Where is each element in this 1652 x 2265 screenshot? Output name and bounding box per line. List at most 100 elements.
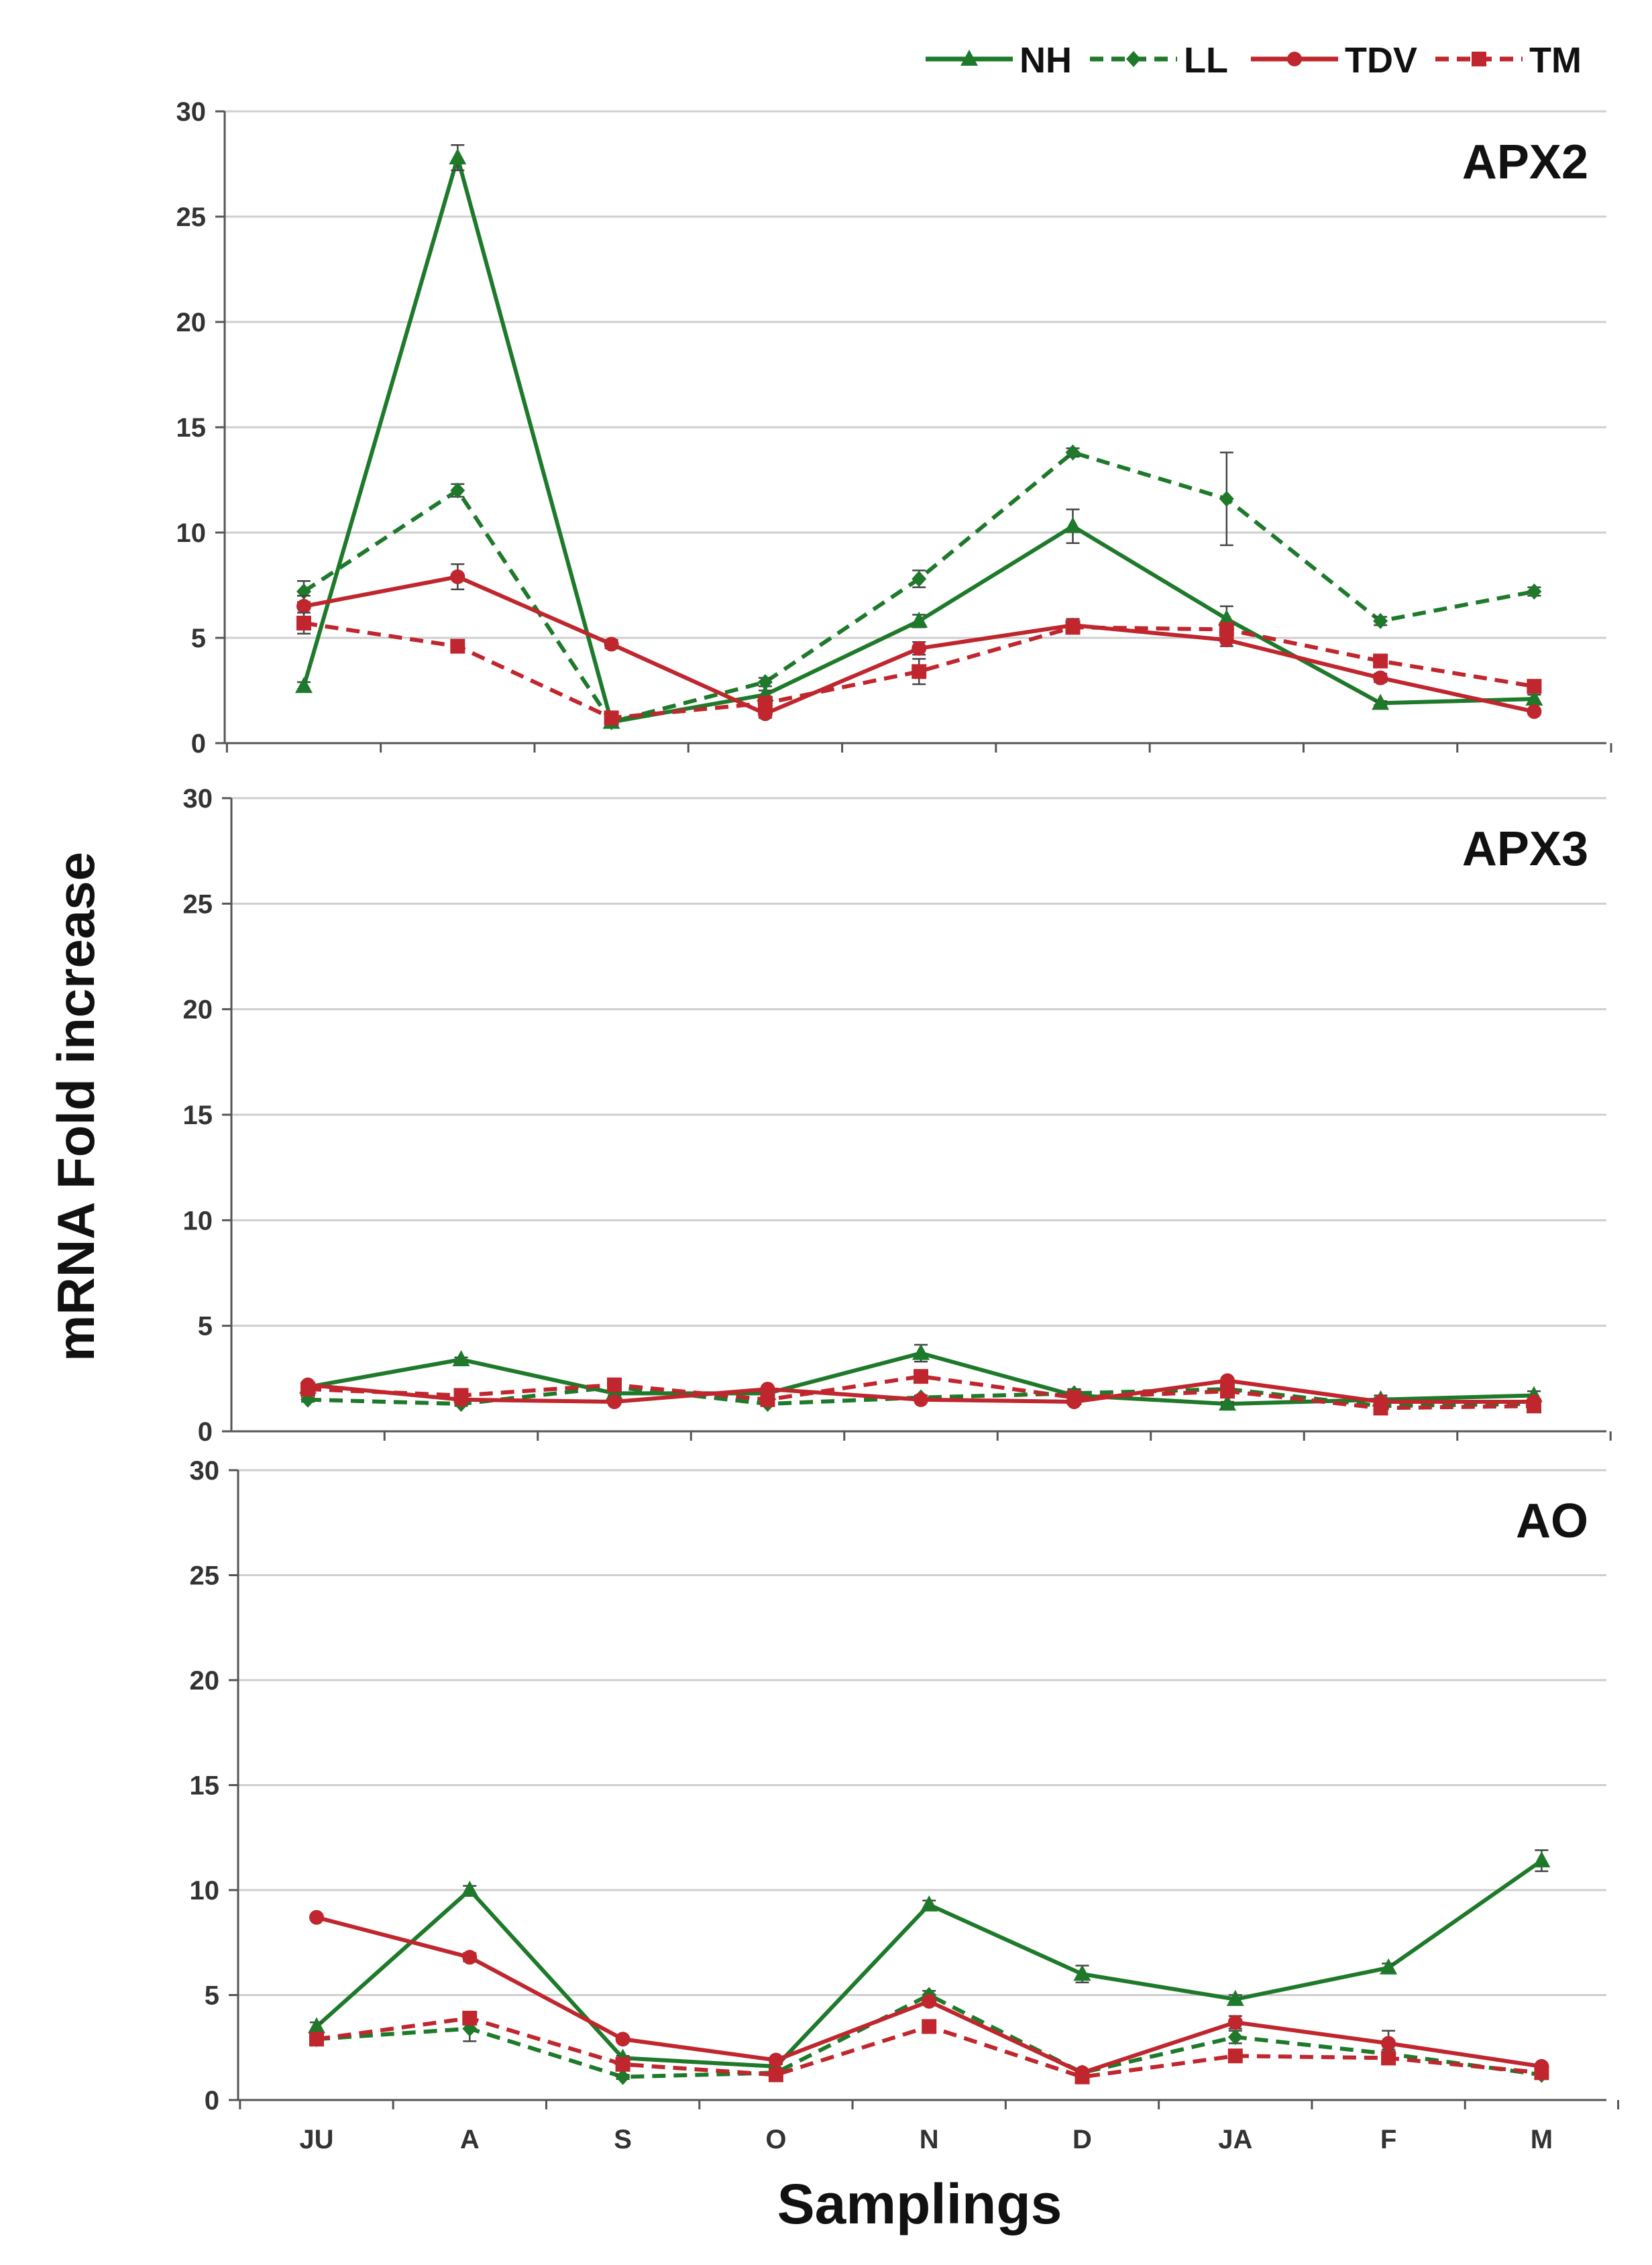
panel-title: APX3 bbox=[1462, 822, 1588, 876]
data-point-tm bbox=[1527, 1398, 1541, 1414]
y-tick-label: 20 bbox=[176, 308, 207, 337]
series-line-tm bbox=[307, 1374, 1535, 1411]
data-point-nh bbox=[1533, 1851, 1551, 1868]
data-point-tm bbox=[760, 1392, 775, 1407]
data-point-tm bbox=[615, 2056, 630, 2072]
data-point-tdv bbox=[462, 1950, 478, 1965]
y-tick-label: 30 bbox=[176, 97, 207, 127]
data-point-ll bbox=[450, 482, 465, 499]
data-point-nh bbox=[912, 1343, 930, 1360]
legend-label-ll: LL bbox=[1184, 40, 1228, 80]
data-point-nh bbox=[295, 677, 313, 694]
legend-marker-ll bbox=[1126, 51, 1141, 67]
y-tick-label: 30 bbox=[190, 1456, 220, 1486]
data-point-nh bbox=[1064, 516, 1082, 533]
data-point-tm bbox=[607, 1377, 622, 1392]
x-tick-label: A bbox=[460, 2125, 480, 2154]
data-point-ll bbox=[757, 673, 773, 690]
data-point-ll bbox=[1219, 490, 1234, 507]
y-tick-label: 5 bbox=[198, 1312, 213, 1341]
data-point-nh bbox=[920, 1895, 938, 1912]
data-point-tdv bbox=[768, 2052, 783, 2068]
x-axis-title: Samplings bbox=[777, 2172, 1062, 2235]
x-tick-label: M bbox=[1531, 2125, 1553, 2154]
y-tick-label: 20 bbox=[190, 1666, 220, 1696]
y-tick-label: 30 bbox=[183, 784, 213, 814]
y-tick-label: 15 bbox=[190, 1771, 220, 1801]
legend: NH LL TDV TM bbox=[926, 40, 1582, 80]
legend-marker-tm bbox=[1472, 52, 1486, 66]
data-point-nh bbox=[1372, 694, 1390, 710]
data-point-tdv bbox=[1227, 2015, 1243, 2030]
data-point-nh bbox=[1380, 1958, 1398, 1975]
data-point-tm bbox=[922, 2019, 937, 2034]
x-tick-label: N bbox=[920, 2125, 939, 2154]
series-tm bbox=[309, 2010, 1549, 2085]
data-point-tm bbox=[309, 2032, 324, 2047]
data-point-nh bbox=[308, 2017, 325, 2034]
data-point-tm bbox=[1219, 622, 1234, 637]
y-tick-label: 25 bbox=[176, 203, 207, 232]
y-tick-label: 25 bbox=[190, 1561, 220, 1591]
data-point-tm bbox=[1220, 1384, 1235, 1399]
panels: 0 5 10 15 20 25 30 APX2 0 5 10 15 20 25 30 APX3 0 5 10 15 20… bbox=[176, 97, 1620, 2154]
data-point-ll bbox=[615, 2068, 630, 2085]
data-point-tm bbox=[1075, 2069, 1090, 2085]
panel-title: APX2 bbox=[1462, 135, 1588, 189]
x-tick-label: JU bbox=[299, 2125, 333, 2154]
data-point-tm bbox=[300, 1382, 315, 1397]
data-point-tm bbox=[1065, 620, 1081, 635]
data-point-ll bbox=[1227, 2029, 1243, 2046]
data-point-tm bbox=[1381, 2050, 1396, 2066]
series-line-tm bbox=[303, 621, 1535, 720]
data-point-nh bbox=[461, 1881, 479, 1897]
data-point-tm bbox=[768, 2067, 783, 2083]
y-tick-label: 10 bbox=[176, 518, 207, 548]
data-point-tdv bbox=[615, 2032, 630, 2047]
series-tm bbox=[300, 1369, 1541, 1416]
data-point-nh bbox=[1226, 1989, 1244, 2006]
y-tick-label: 0 bbox=[205, 2086, 219, 2115]
x-tick-label: O bbox=[765, 2125, 786, 2154]
y-tick-label: 10 bbox=[190, 1876, 220, 1905]
data-point-nh bbox=[910, 611, 928, 628]
series-line-ll bbox=[307, 1384, 1535, 1408]
data-point-tm bbox=[1373, 1400, 1388, 1416]
data-point-tm bbox=[296, 616, 311, 631]
y-tick-label: 5 bbox=[191, 624, 206, 653]
legend-item-ll: LL bbox=[1090, 40, 1228, 80]
y-tick-label: 20 bbox=[183, 995, 213, 1025]
x-tick-label: D bbox=[1072, 2125, 1092, 2154]
panel-apx2: 0 5 10 15 20 25 30 APX2 bbox=[176, 97, 1612, 759]
x-tick-label: JA bbox=[1218, 2125, 1252, 2154]
data-point-tdv bbox=[450, 569, 465, 584]
data-point-tm bbox=[1534, 2065, 1549, 2081]
panel-ao: 0 5 10 15 20 25 30 JU A S O N D JA F M AO bbox=[190, 1456, 1620, 2154]
legend-item-tm: TM bbox=[1435, 40, 1582, 80]
legend-label-tm: TM bbox=[1529, 40, 1582, 80]
data-point-tm bbox=[1066, 1390, 1082, 1405]
data-point-tm bbox=[1373, 653, 1388, 669]
data-point-nh bbox=[1525, 689, 1543, 706]
legend-label-nh: NH bbox=[1020, 40, 1072, 80]
y-axis-title: mRNA Fold increase bbox=[46, 852, 105, 1362]
data-point-tm bbox=[604, 710, 619, 726]
data-point-tdv bbox=[922, 1993, 937, 2009]
data-point-tdv bbox=[914, 1392, 928, 1407]
data-point-tdv bbox=[1373, 670, 1388, 685]
data-point-ll bbox=[1527, 583, 1542, 600]
data-point-ll bbox=[912, 571, 927, 588]
data-point-tm bbox=[914, 1369, 928, 1384]
x-tick-label: F bbox=[1380, 2125, 1396, 2154]
legend-marker-nh bbox=[960, 50, 978, 66]
data-point-tm bbox=[912, 664, 927, 679]
data-point-tm bbox=[1227, 2048, 1243, 2064]
series-ll bbox=[296, 444, 1542, 730]
y-tick-label: 25 bbox=[183, 889, 213, 919]
data-point-tdv bbox=[1381, 2036, 1396, 2051]
data-point-tdv bbox=[607, 1394, 622, 1409]
series-line-nh bbox=[315, 1859, 1543, 2068]
data-point-tm bbox=[1527, 679, 1542, 694]
data-point-nh bbox=[1073, 1965, 1091, 1981]
